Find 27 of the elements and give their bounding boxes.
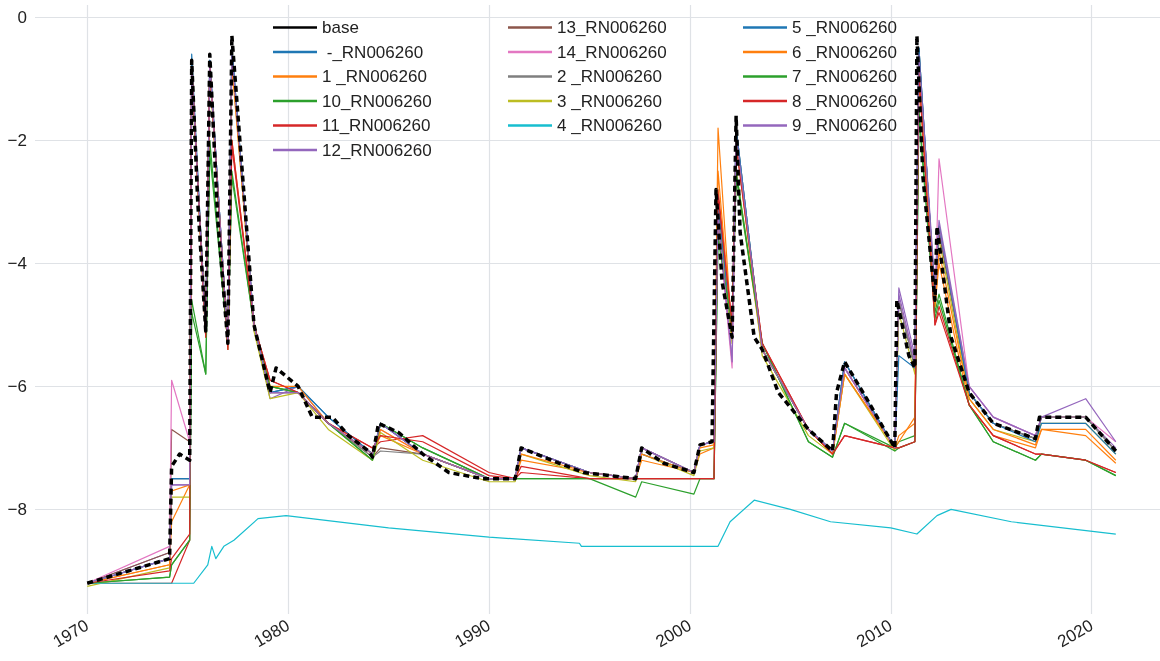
- legend-label: 4 _RN006260: [557, 116, 662, 135]
- legend-label: 11_RN006260: [322, 116, 431, 135]
- legend-label: 6 _RN006260: [792, 42, 897, 62]
- y-tick-label: −2: [7, 130, 27, 150]
- legend-label: 1 _RN006260: [322, 67, 427, 86]
- legend-label: -_RN006260: [322, 42, 424, 62]
- legend-label: 5 _RN006260: [792, 18, 897, 37]
- x-tick-label: 1980: [250, 615, 293, 652]
- legend-label: 13_RN006260: [557, 18, 667, 37]
- legend-label: 10_RN006260: [322, 91, 432, 111]
- legend-label: 14_RN006260: [557, 42, 667, 62]
- legend-label: 2 _RN006260: [557, 67, 662, 86]
- y-tick-label: −6: [7, 376, 27, 396]
- y-tick-label: 0: [17, 7, 27, 27]
- x-tick-label: 2000: [652, 615, 695, 652]
- x-tick-label: 1990: [451, 615, 494, 652]
- x-tick-label: 2020: [1054, 615, 1097, 652]
- y-tick-label: −8: [7, 499, 27, 519]
- y-tick-label: −4: [7, 253, 27, 273]
- legend-label: 9 _RN006260: [792, 116, 897, 135]
- legend-label: 12_RN006260: [322, 140, 432, 160]
- x-tick-label: 2010: [853, 615, 896, 652]
- x-tick-label: 1970: [49, 615, 92, 652]
- legend-label: 7 _RN006260: [792, 67, 897, 86]
- legend-label: 8 _RN006260: [792, 91, 897, 111]
- legend-label: 3 _RN006260: [557, 91, 662, 111]
- legend-label: base: [322, 18, 359, 37]
